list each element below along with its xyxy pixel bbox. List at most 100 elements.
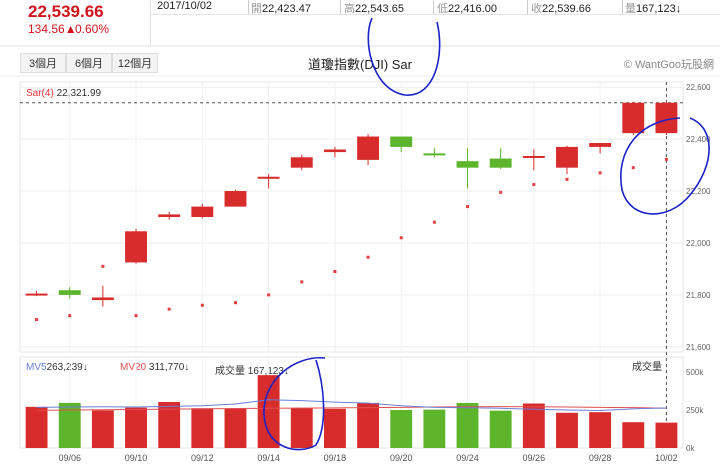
quote-close: 收22,539.66: [531, 3, 591, 15]
sar-indicator-label: Sar(4) 22,321.99: [26, 88, 102, 99]
sar-point: [432, 220, 436, 224]
volume-bar: [589, 412, 612, 448]
brand-watermark: © WantGoo玩股網: [623, 59, 714, 71]
volume-bar: [290, 407, 313, 448]
candle-body: [655, 102, 678, 134]
candle-body: [489, 158, 512, 168]
sar-point: [466, 205, 470, 209]
candle-body: [191, 206, 214, 217]
y-tick-label: 22,200: [686, 187, 711, 196]
sar-point: [68, 314, 72, 318]
quote-volume: 量167,123↓: [625, 3, 682, 15]
candle-body: [456, 161, 479, 168]
sar-point: [333, 270, 337, 274]
sar-point: [565, 177, 569, 181]
sar-point: [35, 318, 39, 322]
price-panel-frame: [19, 81, 684, 353]
candle-body: [290, 157, 313, 168]
volume-tick-label: 250k: [686, 406, 704, 415]
y-tick-label: 21,800: [686, 291, 711, 300]
y-tick-label: 22,000: [686, 239, 711, 248]
volume-bar: [191, 408, 214, 448]
volume-bar: [91, 410, 114, 448]
y-tick-label: 21,600: [686, 343, 711, 352]
candle-body: [224, 191, 247, 207]
volume-bar: [357, 402, 380, 448]
candle-body: [323, 149, 346, 153]
sar-point: [167, 307, 171, 311]
volume-bar: [390, 410, 413, 448]
sar-point: [101, 264, 105, 268]
sar-point: [399, 236, 403, 240]
volume-tick-label: 500k: [686, 368, 704, 377]
volume-bar: [58, 402, 81, 448]
candle-body: [257, 176, 280, 179]
candle-body: [357, 136, 380, 160]
y-tick-label: 22,400: [686, 135, 711, 144]
volume-panel-frame: [19, 356, 684, 449]
volume-panel-title: 成交量: [632, 362, 662, 373]
quote-header: 22,539.66 134.56▲ 0.60% 2017/10/02 開22,4…: [0, 0, 720, 46]
sar-point: [200, 303, 204, 307]
sar-point: [664, 157, 668, 161]
price-change-pct: 0.60%: [75, 22, 110, 36]
sar-point: [631, 166, 635, 170]
range-3m-button[interactable]: 3個月: [20, 53, 66, 73]
y-tick-label: 22,600: [686, 83, 711, 92]
volume-bar: [25, 406, 48, 448]
mv20-line: [36, 406, 667, 411]
quote-date: 2017/10/02: [157, 0, 213, 12]
volume-bar: [456, 402, 479, 448]
sar-point: [499, 190, 503, 194]
volume-tick-label: 0k: [686, 444, 695, 453]
volume-bar: [489, 410, 512, 448]
x-tick-label: 09/10: [125, 453, 148, 463]
x-tick-label: 10/02: [655, 453, 678, 463]
sar-point: [598, 171, 602, 175]
sar-point: [300, 280, 304, 284]
volume-bar: [522, 403, 545, 448]
candle-body: [158, 214, 181, 217]
quote-open: 開22,423.47: [251, 3, 311, 15]
annotation-circle-volume-spike: [263, 357, 326, 451]
sar-point: [267, 293, 271, 297]
mv20-legend: MV20 311,770↓: [120, 362, 190, 373]
volume-bar: [323, 408, 346, 448]
quote-low: 低22,416.00: [437, 3, 497, 15]
mv5-line: [36, 399, 667, 412]
annotation-circle-title: [367, 17, 441, 96]
sar-point: [233, 301, 237, 305]
candle-body: [423, 153, 446, 156]
quote-high: 高22,543.65: [344, 3, 404, 15]
range-12m-button[interactable]: 12個月: [112, 53, 158, 73]
candle-body: [622, 102, 645, 134]
candle-body: [556, 146, 578, 168]
sar-point: [134, 314, 138, 318]
candle-body: [125, 231, 147, 263]
last-price: 22,539.66: [28, 2, 104, 21]
volume-bar: [257, 375, 280, 448]
volume-bar: [158, 402, 181, 448]
candle-body: [522, 155, 545, 158]
sar-point: [366, 255, 370, 259]
annotation-circle-last-candle: [620, 117, 710, 215]
x-tick-label: 09/28: [589, 453, 612, 463]
price-change: 134.56▲: [28, 22, 77, 36]
range-6m-button[interactable]: 6個月: [66, 53, 112, 73]
volume-bar: [224, 408, 247, 448]
x-tick-label: 09/12: [191, 453, 214, 463]
volume-bar: [655, 422, 678, 448]
candle-body: [589, 143, 612, 147]
sar-point: [532, 183, 536, 187]
candle-body: [58, 290, 81, 295]
x-tick-label: 09/26: [523, 453, 546, 463]
volume-bar: [556, 412, 578, 448]
chart-title: 道瓊指數(DJI) Sar: [307, 57, 412, 72]
candle-body: [91, 297, 114, 301]
x-tick-label: 09/20: [390, 453, 413, 463]
x-tick-label: 09/06: [58, 453, 81, 463]
x-tick-label: 09/14: [257, 453, 280, 463]
candle-body: [390, 136, 413, 147]
candle-body: [25, 293, 48, 296]
